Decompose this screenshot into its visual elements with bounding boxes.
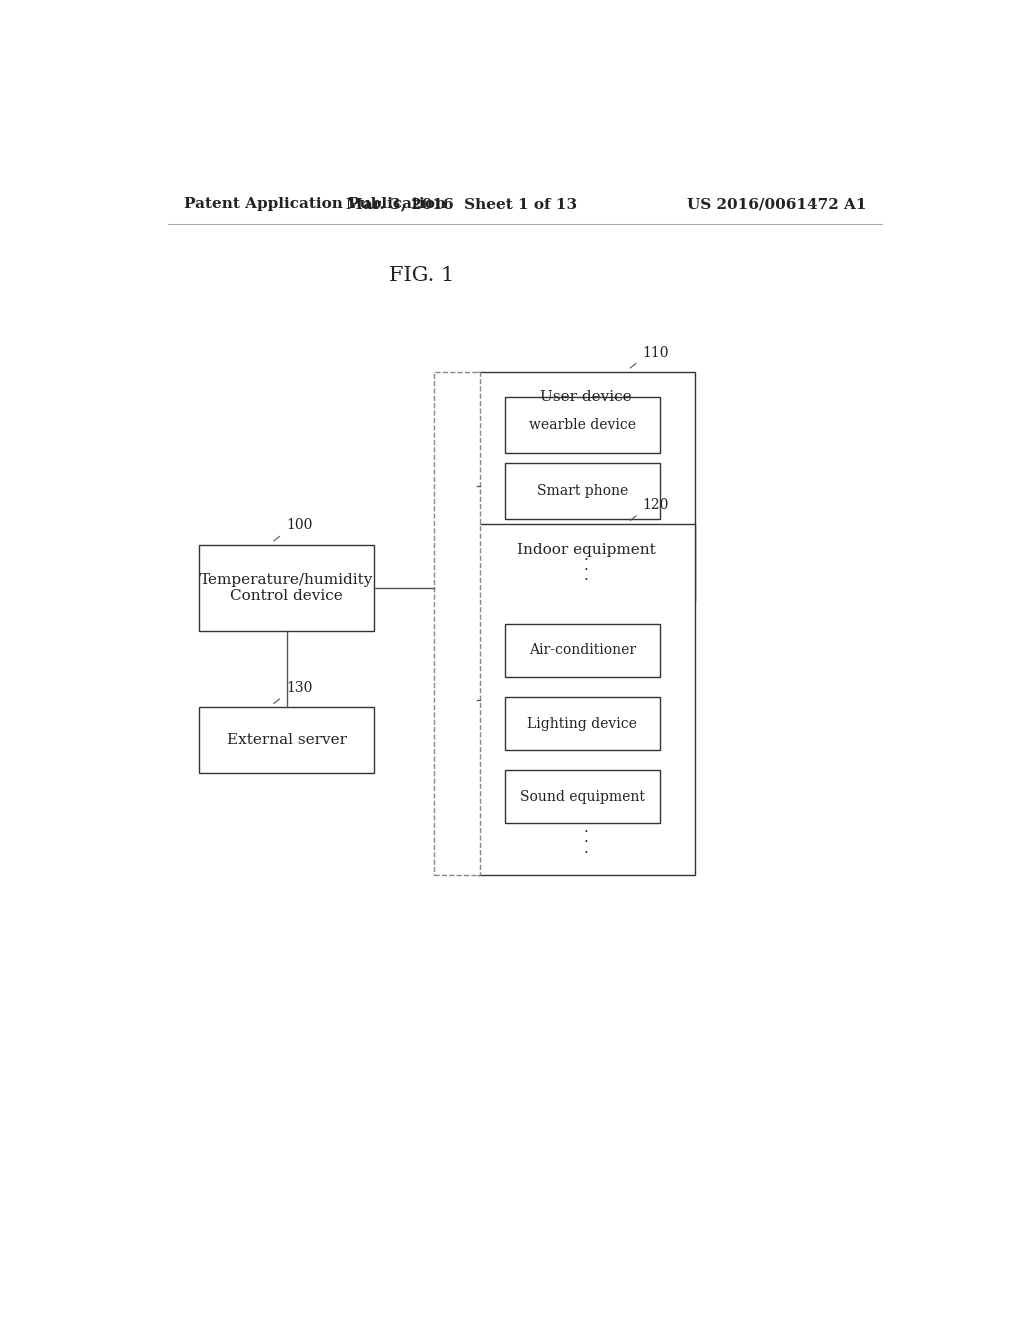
FancyBboxPatch shape <box>505 771 659 824</box>
Text: 100: 100 <box>286 519 312 532</box>
Text: wearble device: wearble device <box>528 418 636 432</box>
Text: .: . <box>584 821 589 836</box>
FancyBboxPatch shape <box>200 708 374 774</box>
Text: User device: User device <box>541 391 632 404</box>
Text: Smart phone: Smart phone <box>537 484 628 498</box>
Text: .: . <box>584 549 589 562</box>
Text: Temperature/humidity
Control device: Temperature/humidity Control device <box>200 573 374 603</box>
FancyBboxPatch shape <box>505 397 659 453</box>
FancyBboxPatch shape <box>505 624 659 677</box>
Text: .: . <box>584 832 589 845</box>
Text: 130: 130 <box>286 681 312 696</box>
Text: Indoor equipment: Indoor equipment <box>517 543 655 557</box>
Text: 120: 120 <box>642 498 669 512</box>
Text: Sound equipment: Sound equipment <box>520 789 645 804</box>
Text: Mar. 3, 2016  Sheet 1 of 13: Mar. 3, 2016 Sheet 1 of 13 <box>346 197 577 211</box>
Text: Lighting device: Lighting device <box>527 717 637 730</box>
FancyBboxPatch shape <box>433 372 479 875</box>
Text: 110: 110 <box>642 346 669 359</box>
Text: External server: External server <box>226 734 347 747</box>
Text: .: . <box>584 842 589 855</box>
Text: Air-conditioner: Air-conditioner <box>528 643 636 657</box>
FancyBboxPatch shape <box>200 545 374 631</box>
FancyBboxPatch shape <box>505 697 659 750</box>
FancyBboxPatch shape <box>505 463 659 519</box>
Text: US 2016/0061472 A1: US 2016/0061472 A1 <box>686 197 866 211</box>
Text: .: . <box>584 558 589 573</box>
Text: .: . <box>584 569 589 583</box>
Text: FIG. 1: FIG. 1 <box>389 265 455 285</box>
FancyBboxPatch shape <box>477 524 695 875</box>
Text: Patent Application Publication: Patent Application Publication <box>183 197 445 211</box>
FancyBboxPatch shape <box>477 372 695 601</box>
